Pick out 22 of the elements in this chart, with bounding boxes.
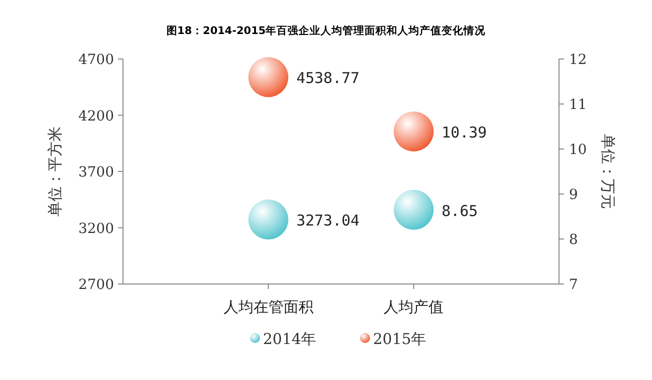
- x-tick-label: 人均产值: [384, 298, 444, 316]
- legend-label: 2015年: [373, 330, 426, 348]
- y2-tick-label: 12: [569, 52, 587, 68]
- y2-tick-label: 10: [569, 142, 587, 158]
- data-label: 3273.04: [296, 212, 360, 230]
- chart-title: 图18：2014-2015年百强企业人均管理面积和人均产值变化情况: [166, 24, 487, 37]
- y-tick-label: 4200: [78, 108, 114, 124]
- y-tick-label: 3700: [78, 164, 114, 180]
- y2-tick-label: 11: [569, 97, 587, 113]
- y-tick-label: 3200: [78, 220, 114, 237]
- x-tick-label: 人均在管面积: [223, 298, 314, 316]
- data-label: 8.65: [442, 202, 478, 220]
- y2-tick-label: 9: [569, 187, 578, 203]
- y-axis-title: 单位：平方米: [46, 126, 64, 216]
- data-label: 4538.77: [296, 69, 360, 88]
- y-tick-label: 4700: [78, 52, 114, 68]
- legend-label: 2014年: [263, 330, 316, 348]
- data-label: 10.39: [442, 123, 487, 142]
- y-tick-label: 2700: [78, 277, 114, 293]
- y2-tick-label: 7: [569, 277, 578, 293]
- y2-axis-title: 单位：万元: [599, 134, 617, 209]
- y2-tick-label: 8: [569, 232, 578, 248]
